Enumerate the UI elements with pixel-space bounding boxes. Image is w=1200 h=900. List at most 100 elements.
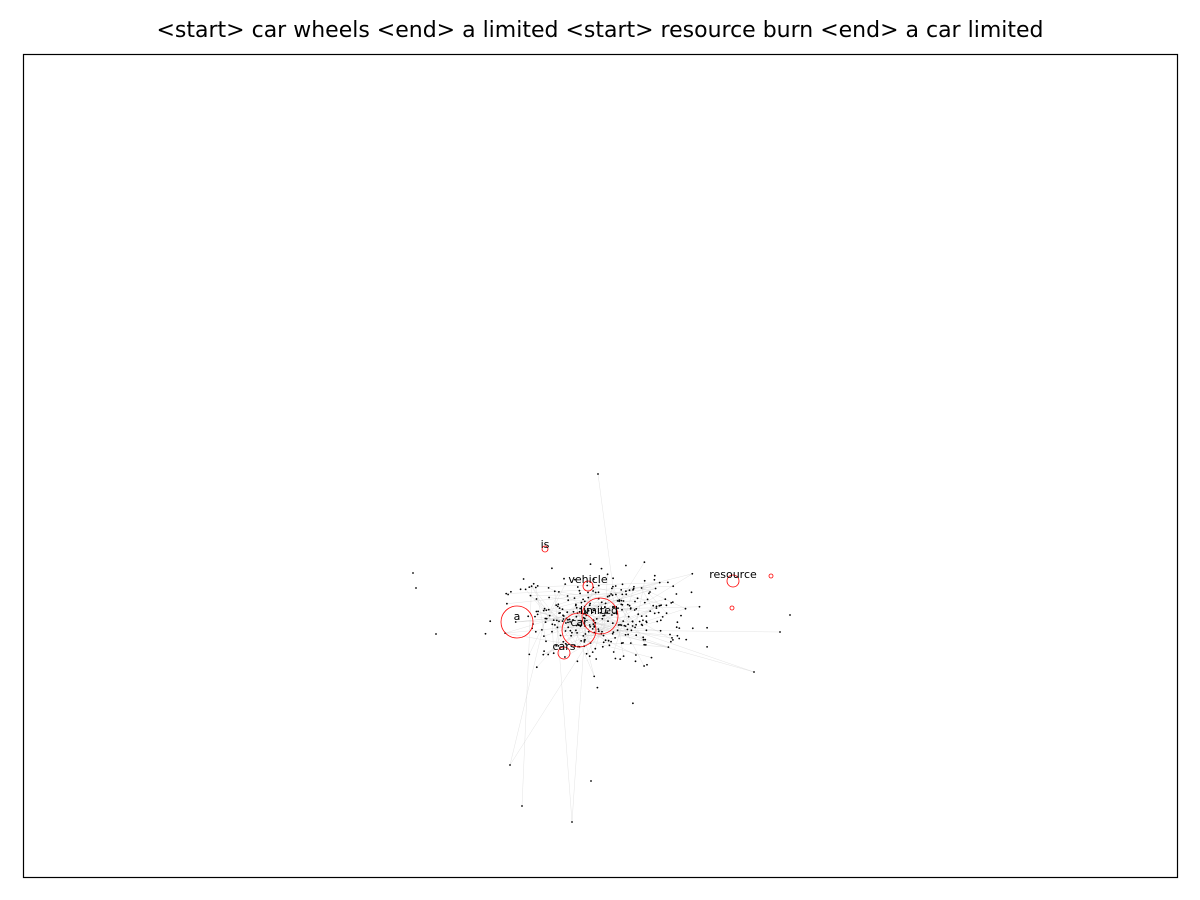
graph-node [547,653,550,656]
graph-node [534,630,537,633]
graph-node [557,645,560,647]
graph-node [672,639,674,641]
graph-node [634,600,636,603]
graph-node [597,630,600,633]
graph-node [564,642,567,645]
graph-edge [556,592,596,606]
graph-edge [571,612,587,823]
graph-edge [588,597,626,635]
graph-node [576,586,579,588]
graph-node [625,590,627,593]
node-resource-2 [768,573,774,579]
graph-node [643,579,646,582]
graph-node [551,623,554,626]
graph-node [591,651,594,653]
graph-node [656,620,659,623]
graph-node [567,621,569,624]
node-is [541,545,549,553]
graph-node [514,621,517,623]
graph-node [578,589,581,592]
graph-edge [587,585,667,606]
graph-node [580,640,582,642]
graph-edge [616,613,645,667]
graph-edge [621,609,647,646]
graph-node [568,618,571,621]
graph-node [614,657,617,660]
graph-node [580,620,583,622]
graph-edge [589,624,646,640]
graph-node [412,572,414,574]
graph-node [590,780,592,782]
graph-node [706,646,708,648]
graph-node [575,624,578,627]
graph-node [644,638,647,641]
graph-node [670,640,672,643]
graph-node [582,616,585,619]
graph-node [551,567,553,570]
graph-node [614,637,616,639]
graph-node [614,585,617,587]
graph-node [571,631,573,634]
graph-node [572,610,575,613]
graph-node [621,593,624,596]
graph-node [621,608,623,611]
graph-edge [595,588,613,649]
graph-edge [592,628,669,648]
graph-node [610,640,612,643]
graph-node [665,604,668,607]
graph-edge [535,587,547,642]
graph-edge [617,600,636,602]
graph-node [612,605,614,608]
graph-edge [515,609,635,623]
graph-node [684,607,687,610]
graph-node [567,599,570,602]
graph-node [545,617,548,620]
label-car: car [570,616,588,629]
graph-edge [594,606,615,627]
graph-node [578,610,581,613]
graph-node [753,671,755,673]
graph-node [658,581,661,584]
graph-node [556,626,559,629]
graph-node [566,595,569,597]
graph-node [555,644,558,647]
graph-node [589,625,592,628]
graph-node [616,600,619,602]
graph-edge [601,604,662,632]
graph-node [576,660,579,663]
graph-node [583,639,586,641]
graph-node [558,591,560,593]
node-resource [726,574,740,588]
graph-node [645,629,648,632]
graph-node [534,615,536,618]
graph-node [534,586,537,589]
graph-node [558,620,560,623]
graph-node [556,605,559,608]
graph-edge [546,573,693,611]
graph-node [607,639,610,642]
graph-edge [506,585,674,594]
graph-node [680,614,682,617]
plot-frame [22,53,1179,879]
graph-node [593,626,596,628]
graph-node [633,609,636,611]
graph-node [548,596,550,599]
graph-edge [536,611,550,616]
graph-node [665,612,668,615]
graph-node [612,585,614,588]
graph-node [608,644,611,647]
graph-node [575,629,577,632]
graph-node [676,634,679,637]
graph-node [642,619,644,622]
graph-node [574,578,576,581]
graph-node [575,615,578,618]
graph-node [585,611,587,614]
graph-node [691,572,694,575]
graph-node [507,593,509,596]
graph-node [552,652,555,655]
graph-node [583,641,586,643]
graph-edge [546,608,563,619]
graph-node [634,626,636,629]
graph-node [670,602,673,604]
graph-edge [536,598,561,636]
